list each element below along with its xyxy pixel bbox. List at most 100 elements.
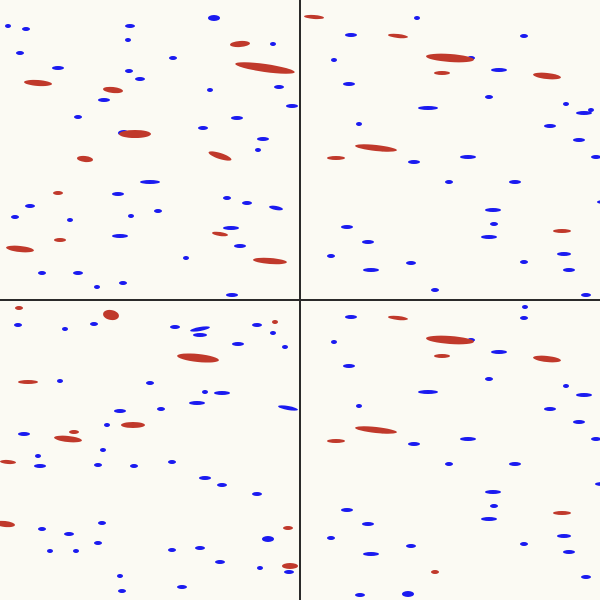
- blue-blob: [573, 138, 585, 142]
- blue-blob: [157, 407, 165, 411]
- blue-blob: [520, 260, 528, 264]
- blue-blob: [252, 492, 262, 496]
- blue-blob: [284, 570, 294, 574]
- blue-blob: [170, 325, 180, 329]
- blue-blob: [257, 566, 263, 570]
- blue-blob: [114, 409, 126, 413]
- blue-blob: [544, 407, 556, 411]
- blue-blob: [362, 240, 374, 244]
- blue-blob: [509, 462, 521, 466]
- blue-blob: [38, 527, 46, 531]
- blue-blob: [445, 462, 453, 466]
- blue-blob: [327, 536, 335, 540]
- red-blob: [0, 459, 16, 465]
- red-blob: [121, 422, 145, 428]
- red-blob: [6, 245, 34, 253]
- blue-blob: [117, 574, 123, 578]
- blue-blob: [414, 16, 420, 20]
- blue-blob: [418, 390, 438, 394]
- red-blob: [282, 563, 298, 569]
- red-blob: [533, 355, 561, 363]
- red-blob: [18, 380, 38, 384]
- blue-blob: [112, 192, 124, 196]
- blue-blob: [183, 256, 189, 260]
- blue-blob: [522, 305, 528, 309]
- red-blob: [553, 229, 571, 233]
- red-blob: [327, 156, 345, 160]
- blue-blob: [169, 56, 177, 60]
- panel-top-right: [302, 0, 600, 298]
- red-blob: [24, 79, 52, 87]
- blue-blob: [485, 95, 493, 99]
- blue-blob: [406, 544, 416, 548]
- blue-blob: [189, 401, 205, 405]
- blue-blob: [363, 552, 379, 556]
- blue-blob: [223, 226, 239, 230]
- blue-blob: [252, 323, 262, 327]
- red-blob: [388, 33, 408, 39]
- blue-blob: [597, 200, 600, 204]
- blue-blob: [481, 517, 497, 521]
- red-blob: [54, 435, 82, 443]
- red-blob: [431, 570, 439, 574]
- blue-blob: [118, 589, 126, 593]
- blue-blob: [112, 234, 128, 238]
- panel-bottom-right-canvas: [327, 305, 600, 597]
- horizontal-divider: [0, 299, 600, 301]
- blue-blob: [445, 180, 453, 184]
- blue-blob: [94, 541, 102, 545]
- panel-top-left: [0, 0, 298, 298]
- red-blob: [119, 130, 151, 138]
- blue-blob: [270, 331, 276, 335]
- blue-blob: [217, 483, 227, 487]
- red-blob: [304, 14, 324, 20]
- blue-blob: [214, 391, 230, 395]
- blue-blob: [208, 15, 220, 21]
- red-blob: [208, 151, 232, 161]
- blue-blob: [460, 155, 476, 159]
- blue-blob: [341, 225, 353, 229]
- blue-blob: [581, 575, 591, 579]
- blue-blob: [207, 88, 213, 92]
- blue-blob: [563, 550, 575, 554]
- red-blob: [103, 309, 119, 321]
- red-blob: [272, 320, 278, 324]
- red-blob: [426, 335, 474, 345]
- blue-blob: [223, 196, 231, 200]
- blue-blob: [257, 137, 269, 141]
- blue-blob: [104, 423, 110, 427]
- red-blob: [434, 354, 450, 358]
- blue-blob: [177, 585, 187, 589]
- blue-blob: [199, 476, 211, 480]
- panel-bottom-left: [0, 302, 298, 600]
- red-blob: [177, 353, 219, 363]
- red-blob: [53, 191, 63, 195]
- blue-blob: [557, 534, 571, 538]
- blue-blob: [544, 124, 556, 128]
- blue-blob: [591, 155, 600, 159]
- blue-blob: [193, 333, 207, 337]
- blue-blob: [269, 205, 283, 211]
- blue-blob: [16, 51, 24, 55]
- blue-blob: [406, 261, 416, 265]
- blue-blob: [67, 218, 73, 222]
- red-blob: [253, 257, 287, 265]
- blue-blob: [591, 437, 600, 441]
- blue-blob: [576, 111, 592, 115]
- blue-blob: [74, 115, 82, 119]
- blue-blob: [135, 77, 145, 81]
- blue-blob: [485, 490, 501, 494]
- blue-blob: [215, 560, 225, 564]
- blue-blob: [11, 215, 19, 219]
- blue-blob: [563, 384, 569, 388]
- blue-blob: [491, 350, 507, 354]
- blue-blob: [278, 405, 298, 411]
- blue-blob: [198, 126, 208, 130]
- blue-blob: [576, 393, 592, 397]
- red-blob: [103, 86, 123, 94]
- panel-top-left-canvas: [5, 15, 298, 297]
- blue-blob: [100, 448, 106, 452]
- red-blob: [54, 238, 66, 242]
- blue-blob: [146, 381, 154, 385]
